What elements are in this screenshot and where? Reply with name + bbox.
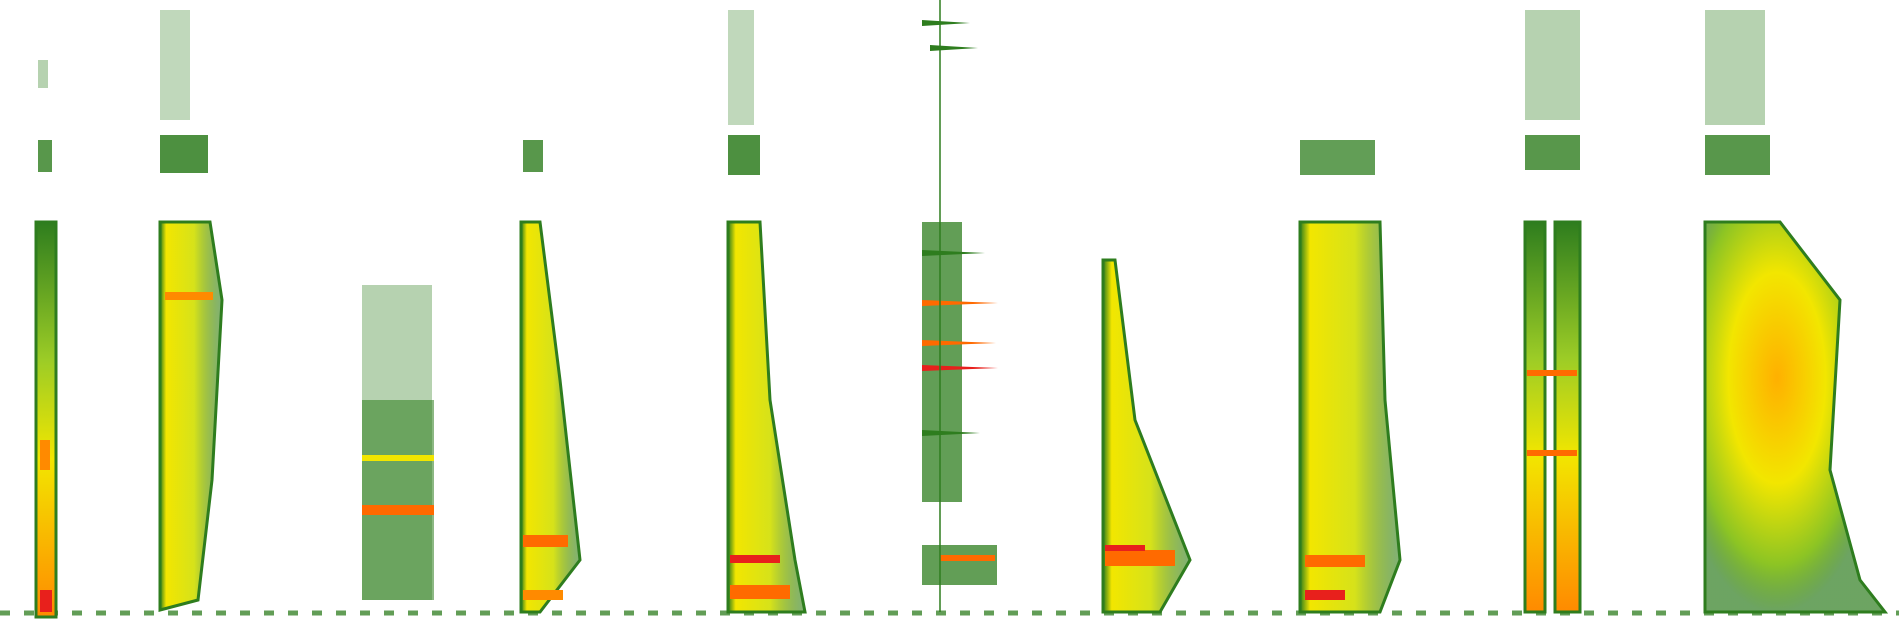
segment-3 <box>362 285 434 600</box>
segment-1 <box>36 60 56 617</box>
segment-4 <box>521 140 580 612</box>
segment-5 <box>728 10 805 612</box>
segment-6 <box>922 0 998 612</box>
segment-9 <box>1525 10 1580 612</box>
segment-7 <box>1103 260 1190 612</box>
segment-10 <box>1705 10 1885 612</box>
segment-8 <box>1300 140 1400 612</box>
segment-2 <box>160 10 222 610</box>
